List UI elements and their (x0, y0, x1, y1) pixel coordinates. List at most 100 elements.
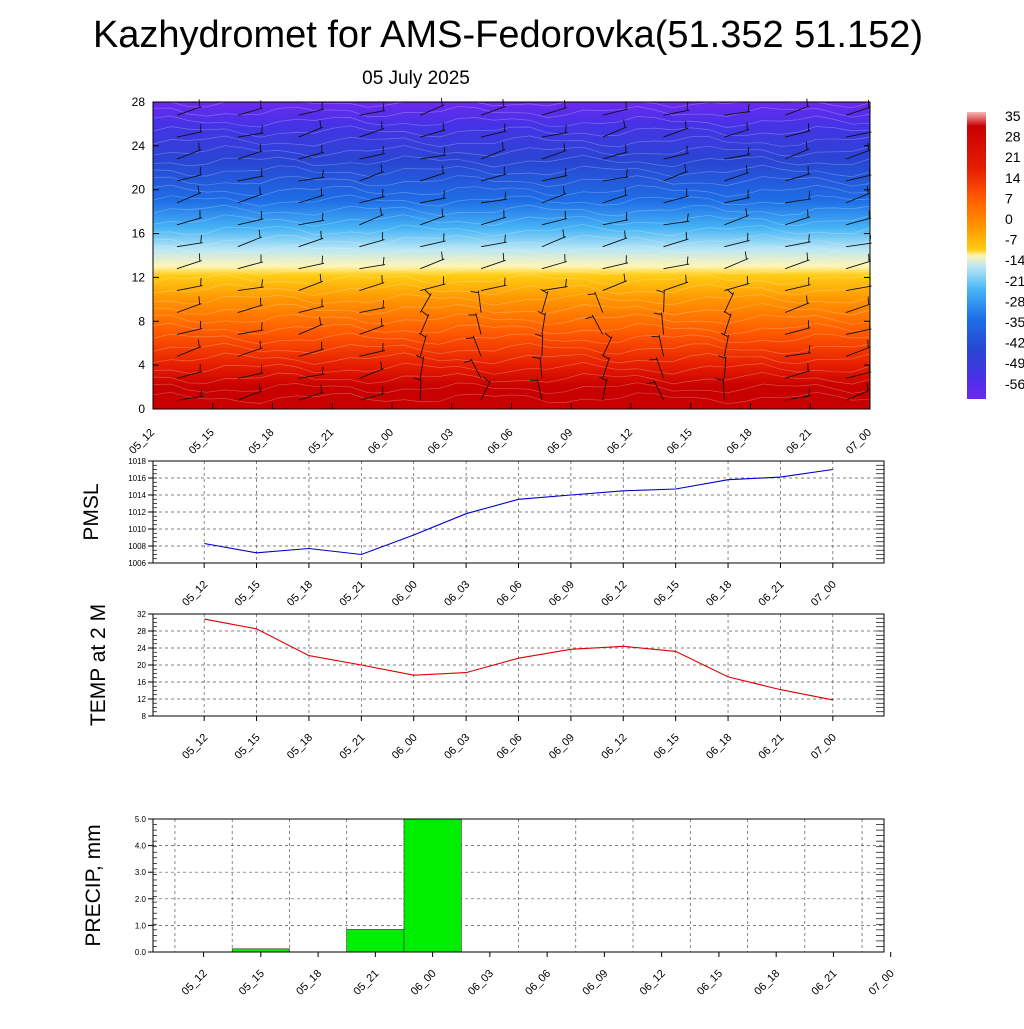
y-tick-label: 4.0 (135, 842, 147, 851)
colorbar-label: -14 (1005, 252, 1024, 268)
colorbar-label: -28 (1005, 293, 1024, 309)
x-tick-label: 05_15 (237, 968, 267, 998)
y-tick-label: 16 (137, 678, 146, 687)
colorbar-label: 7 (1005, 190, 1013, 206)
x-tick-label: 05_18 (294, 968, 324, 998)
colorbar-label: 14 (1005, 170, 1021, 186)
x-tick-label: 06_09 (545, 427, 575, 457)
temp-2m-panel: 8 12 16 20 24 28 32 05_12 05_15 05_18 05_21 06_00 06… (87, 604, 884, 762)
y-tick-label: 1.0 (135, 921, 147, 930)
x-tick-label: 06_00 (409, 968, 439, 998)
x-tick-label: 06_09 (547, 732, 577, 762)
x-tick-label: 05_15 (233, 579, 263, 609)
x-tick-label: 05_12 (180, 732, 210, 762)
x-tick-label: 05_21 (306, 427, 336, 457)
wind-barb-flag (686, 275, 687, 283)
y-tick-label: 20 (137, 661, 146, 670)
x-tick-label: 05_12 (180, 968, 210, 998)
y-tick-label: 1018 (128, 457, 146, 466)
y-tick-label: 4 (138, 358, 145, 372)
x-tick-label: 07_00 (867, 968, 897, 998)
wind-barb-flag (199, 99, 200, 107)
y-tick-label: 1006 (128, 559, 146, 568)
x-tick-label: 05_18 (285, 732, 315, 762)
y-tick-label: 1012 (128, 508, 146, 517)
y-tick-label: 0 (138, 402, 145, 416)
x-tick-label: 05_21 (337, 579, 367, 609)
wind-barb-flag (564, 143, 565, 151)
x-tick-label: 06_21 (784, 427, 814, 457)
y-tick-label: 1010 (128, 525, 146, 534)
x-tick-label: 06_12 (638, 968, 668, 998)
y-tick-label: 1014 (128, 491, 146, 500)
y-tick-label: 16 (132, 227, 146, 241)
colorbar-strip (967, 112, 986, 399)
x-tick-label: 07_00 (809, 579, 839, 609)
x-tick-label: 06_06 (495, 732, 525, 762)
x-tick-label: 06_15 (695, 968, 725, 998)
precip-bar (347, 929, 404, 952)
x-tick-label: 06_09 (580, 968, 610, 998)
chart-date: 05 July 2025 (362, 68, 470, 89)
wind-barb-flag (321, 385, 322, 393)
y-tick-label: 12 (132, 270, 146, 284)
wind-barb-flag (321, 231, 322, 239)
y-tick-label: 2.0 (135, 895, 147, 904)
colorbar-label: -49 (1005, 355, 1024, 371)
wind-barb-flag (748, 190, 749, 198)
x-tick-label: 05_18 (247, 427, 277, 457)
x-tick-label: 06_21 (756, 579, 786, 609)
x-tick-label: 07_00 (809, 732, 839, 762)
y-tick-label: 28 (132, 95, 146, 109)
y-tick-label: 8 (138, 314, 145, 328)
wind-barb-flag (260, 341, 261, 349)
x-tick-label: 06_12 (599, 579, 629, 609)
wind-barb-flag (382, 121, 383, 129)
wind-barb-flag (261, 168, 262, 176)
x-tick-label: 05_12 (127, 427, 157, 457)
x-tick-label: 06_15 (652, 579, 682, 609)
wind-barb-flag (503, 253, 504, 261)
x-tick-label: 06_12 (599, 732, 629, 762)
y-tick-label: 8 (142, 712, 147, 721)
x-tick-label: 06_21 (809, 968, 839, 998)
wind-barb-flag (747, 165, 748, 173)
x-tick-label: 06_00 (390, 732, 420, 762)
colorbar-label: 35 (1005, 108, 1021, 124)
x-tick-label: 06_18 (725, 427, 755, 457)
y-tick-label: 24 (132, 139, 146, 153)
y-tick-label: 5.0 (135, 815, 147, 824)
colorbar-label: 0 (1005, 211, 1013, 227)
y-tick-label: 28 (137, 627, 146, 636)
wind-barb-flag (625, 188, 626, 196)
x-tick-label: 07_00 (844, 427, 874, 457)
wind-barb-flag (201, 278, 202, 286)
y-tick-label: 12 (137, 695, 146, 704)
y-axis-label: TEMP at 2 M (87, 604, 110, 726)
x-tick-label: 06_00 (390, 579, 420, 609)
x-tick-label: 05_21 (337, 732, 367, 762)
y-tick-label: 24 (137, 644, 146, 653)
colorbar-label: 21 (1005, 149, 1021, 165)
y-tick-label: 32 (137, 610, 146, 619)
x-tick-label: 06_06 (486, 427, 516, 457)
y-tick-label: 1016 (128, 474, 146, 483)
x-tick-label: 06_15 (665, 427, 695, 457)
x-tick-label: 05_15 (233, 732, 263, 762)
wind-barb-flag (868, 297, 869, 305)
x-tick-label: 06_03 (442, 732, 472, 762)
colorbar-label: -42 (1005, 335, 1024, 351)
wind-barb-flag (809, 234, 810, 242)
x-tick-label: 06_12 (605, 427, 635, 457)
x-tick-label: 06_03 (426, 427, 456, 457)
x-tick-label: 06_06 (495, 579, 525, 609)
x-tick-label: 06_21 (756, 732, 786, 762)
precip-bar (404, 819, 461, 952)
x-tick-label: 06_18 (704, 579, 734, 609)
y-axis-label: PMSL (80, 483, 103, 540)
x-tick-label: 05_15 (187, 427, 217, 457)
